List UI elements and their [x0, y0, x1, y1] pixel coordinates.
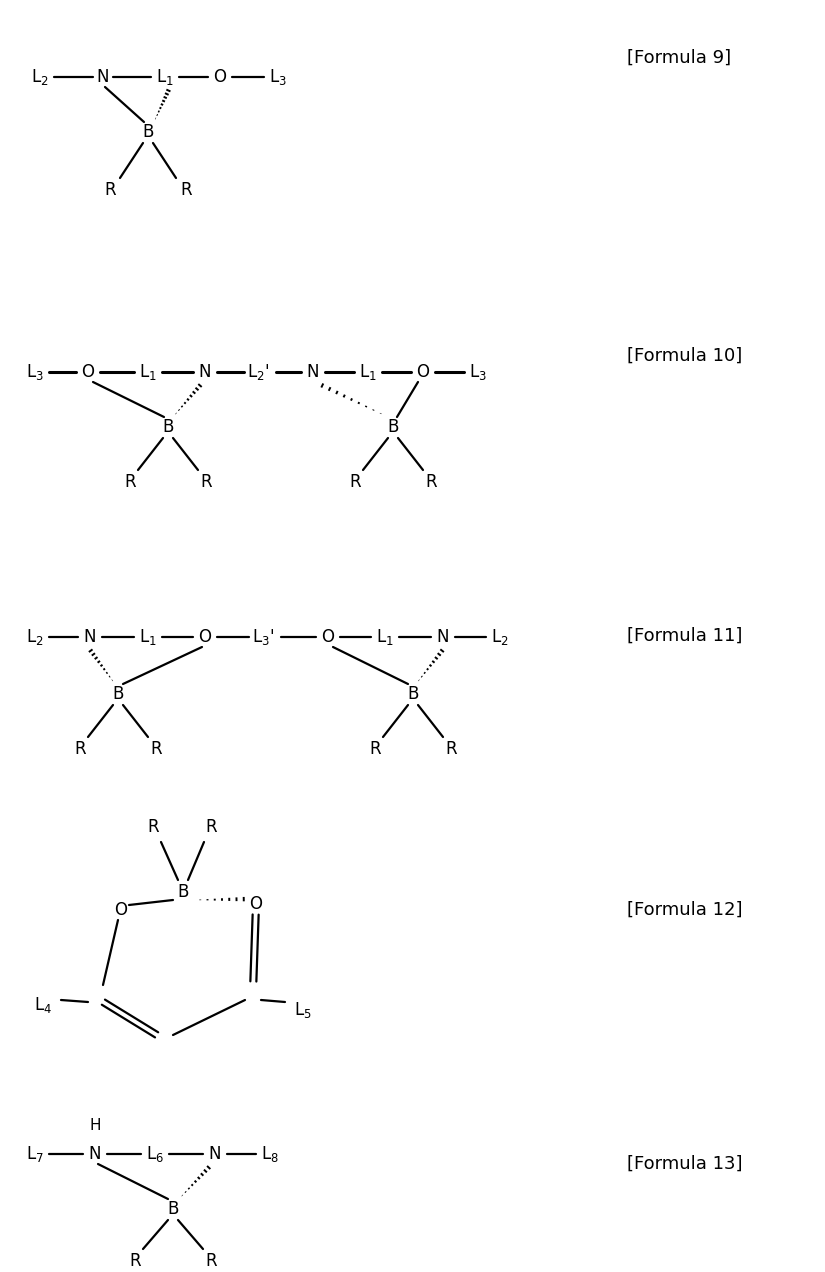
Text: R: R [370, 740, 381, 758]
Text: [Formula 9]: [Formula 9] [627, 48, 731, 66]
Text: $\mathregular{L_3}$: $\mathregular{L_3}$ [26, 363, 44, 382]
Text: $\mathregular{L_2}$: $\mathregular{L_2}$ [31, 67, 49, 86]
Text: R: R [200, 473, 212, 491]
Text: O: O [249, 895, 262, 913]
Text: B: B [387, 418, 398, 436]
Text: R: R [205, 1252, 217, 1269]
Text: [Formula 13]: [Formula 13] [627, 1155, 742, 1173]
Text: O: O [115, 901, 128, 918]
Text: $\mathregular{L_4}$: $\mathregular{L_4}$ [34, 995, 52, 1015]
Text: B: B [163, 418, 174, 436]
Text: $\mathregular{L_3}$': $\mathregular{L_3}$' [252, 627, 274, 647]
Text: $\mathregular{L_1}$: $\mathregular{L_1}$ [376, 627, 394, 647]
Text: R: R [125, 473, 136, 491]
Text: B: B [112, 686, 124, 703]
Text: B: B [408, 686, 418, 703]
Text: R: R [74, 740, 86, 758]
Text: N: N [436, 628, 450, 646]
Text: R: R [205, 818, 217, 836]
Text: B: B [142, 123, 153, 141]
Text: R: R [104, 181, 116, 198]
Text: $\mathregular{L_6}$: $\mathregular{L_6}$ [146, 1144, 164, 1164]
Text: R: R [349, 473, 361, 491]
Text: $\mathregular{L_1}$: $\mathregular{L_1}$ [139, 627, 157, 647]
Text: $\mathregular{L_1}$: $\mathregular{L_1}$ [156, 67, 174, 86]
Text: O: O [214, 67, 227, 86]
Text: R: R [147, 818, 158, 836]
Text: O: O [199, 628, 211, 646]
Text: $\mathregular{L_2}$': $\mathregular{L_2}$' [247, 363, 269, 382]
Text: [Formula 12]: [Formula 12] [627, 901, 742, 918]
Text: $\mathregular{L_7}$: $\mathregular{L_7}$ [26, 1144, 44, 1164]
Text: [Formula 10]: [Formula 10] [627, 347, 742, 365]
Text: R: R [180, 181, 191, 198]
Text: B: B [167, 1199, 179, 1219]
Text: $\mathregular{L_2}$: $\mathregular{L_2}$ [26, 627, 44, 647]
Text: $\mathregular{L_1}$: $\mathregular{L_1}$ [359, 363, 377, 382]
Text: $\mathregular{L_5}$: $\mathregular{L_5}$ [294, 1000, 312, 1020]
Text: $\mathregular{L_2}$: $\mathregular{L_2}$ [491, 627, 509, 647]
Text: O: O [322, 628, 334, 646]
Text: R: R [150, 740, 162, 758]
Text: N: N [209, 1145, 221, 1163]
Text: $\mathregular{L_3}$: $\mathregular{L_3}$ [469, 363, 487, 382]
Text: R: R [425, 473, 436, 491]
Text: $\mathregular{L_8}$: $\mathregular{L_8}$ [261, 1144, 279, 1164]
Text: [Formula 11]: [Formula 11] [627, 627, 742, 645]
Text: O: O [82, 363, 95, 382]
Text: B: B [177, 883, 189, 901]
Text: N: N [84, 628, 97, 646]
Text: $\mathregular{L_3}$: $\mathregular{L_3}$ [269, 67, 287, 86]
Text: N: N [89, 1145, 101, 1163]
Text: O: O [417, 363, 430, 382]
Text: $\mathregular{L_1}$: $\mathregular{L_1}$ [139, 363, 157, 382]
Text: R: R [446, 740, 457, 758]
Text: N: N [199, 363, 211, 382]
Text: R: R [130, 1252, 141, 1269]
Text: N: N [97, 67, 109, 86]
Text: H: H [89, 1118, 101, 1133]
Text: N: N [307, 363, 319, 382]
